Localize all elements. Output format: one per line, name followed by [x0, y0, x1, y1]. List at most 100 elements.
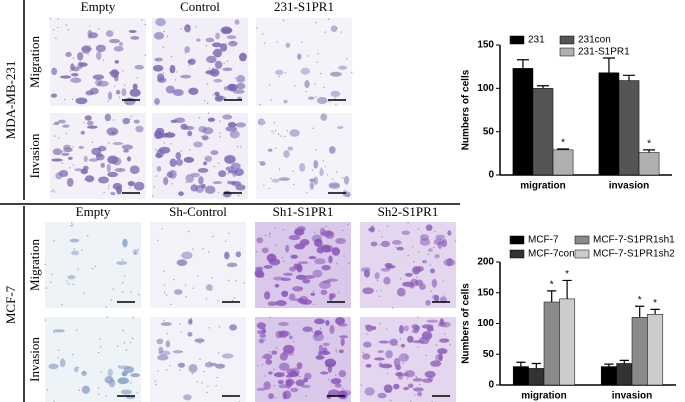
- cell: [407, 335, 414, 343]
- cell: [183, 394, 192, 401]
- cell: [435, 234, 446, 240]
- pore: [268, 84, 271, 86]
- pore: [129, 187, 131, 189]
- cell: [235, 184, 246, 191]
- cell: [210, 150, 219, 156]
- pore: [169, 364, 171, 367]
- cell: [320, 289, 328, 295]
- cell: [295, 379, 305, 387]
- cell: [134, 64, 144, 70]
- pore: [55, 37, 57, 39]
- pore: [83, 122, 85, 124]
- column-label: Sh1-S1PR1: [273, 204, 334, 219]
- cell: [235, 122, 247, 128]
- pore: [280, 135, 283, 137]
- pore: [53, 123, 55, 126]
- cell: [69, 238, 80, 243]
- x-tick-label: migration: [521, 391, 567, 402]
- pore: [268, 232, 271, 235]
- pore: [98, 28, 100, 30]
- pore: [320, 72, 322, 75]
- pore: [212, 94, 214, 96]
- cell: [71, 250, 80, 256]
- cell: [271, 178, 280, 183]
- column-label: Sh-Control: [169, 204, 227, 219]
- cell: [259, 333, 267, 338]
- cell: [431, 278, 438, 288]
- pore: [61, 303, 63, 306]
- cell: [53, 329, 65, 333]
- pore: [278, 75, 280, 78]
- cell: [117, 377, 129, 385]
- cell: [218, 170, 227, 178]
- cell: [370, 241, 378, 247]
- pore: [292, 183, 295, 186]
- pore: [273, 368, 275, 371]
- cell: [363, 269, 370, 278]
- cell: [330, 90, 341, 98]
- pore: [205, 45, 208, 47]
- pore: [348, 262, 350, 264]
- pore: [329, 101, 331, 103]
- pore: [415, 276, 418, 278]
- cell: [232, 89, 245, 94]
- cell: [81, 385, 90, 394]
- y-tick-label: 150: [477, 40, 494, 51]
- pore: [264, 122, 266, 124]
- cell: [48, 363, 59, 370]
- pore: [417, 346, 419, 348]
- cell: [340, 338, 345, 346]
- pore: [331, 178, 334, 180]
- pore: [386, 225, 389, 227]
- cell: [304, 372, 312, 380]
- cell: [329, 146, 336, 154]
- pore: [414, 394, 416, 396]
- pore: [126, 103, 129, 105]
- pore: [212, 52, 214, 55]
- pore: [322, 160, 324, 162]
- pore: [198, 186, 201, 188]
- pore: [58, 137, 60, 139]
- pore: [429, 264, 431, 266]
- cell: [393, 383, 400, 390]
- cell: [293, 228, 305, 236]
- cell: [313, 331, 319, 338]
- cell: [65, 51, 72, 58]
- bar: [559, 298, 576, 386]
- cell: [123, 97, 136, 106]
- cell: [380, 267, 391, 272]
- cell: [51, 158, 63, 162]
- pore: [208, 137, 210, 140]
- cell: [285, 380, 292, 389]
- pore: [206, 83, 209, 86]
- pore: [185, 182, 187, 184]
- pore: [300, 234, 302, 236]
- pore: [179, 369, 181, 371]
- pore: [128, 97, 130, 100]
- pore: [295, 228, 297, 230]
- pore: [399, 338, 402, 340]
- pore: [256, 271, 258, 273]
- pore: [103, 191, 105, 194]
- cell: [116, 185, 123, 195]
- pore: [165, 294, 168, 296]
- cell: [378, 362, 383, 368]
- pore: [227, 265, 229, 267]
- cell: [400, 343, 406, 348]
- cell: [283, 272, 294, 277]
- cell: [321, 264, 331, 271]
- pore: [284, 135, 286, 138]
- cell: [335, 317, 345, 325]
- pore: [87, 53, 89, 56]
- pore: [106, 316, 109, 318]
- cell: [61, 152, 70, 156]
- cell: [160, 322, 172, 326]
- pore: [84, 178, 86, 181]
- pore: [174, 79, 177, 81]
- cell: [224, 252, 230, 260]
- cell: [120, 389, 133, 395]
- pore: [195, 26, 197, 28]
- pore: [61, 162, 63, 164]
- pore: [123, 342, 126, 344]
- pore: [166, 332, 168, 335]
